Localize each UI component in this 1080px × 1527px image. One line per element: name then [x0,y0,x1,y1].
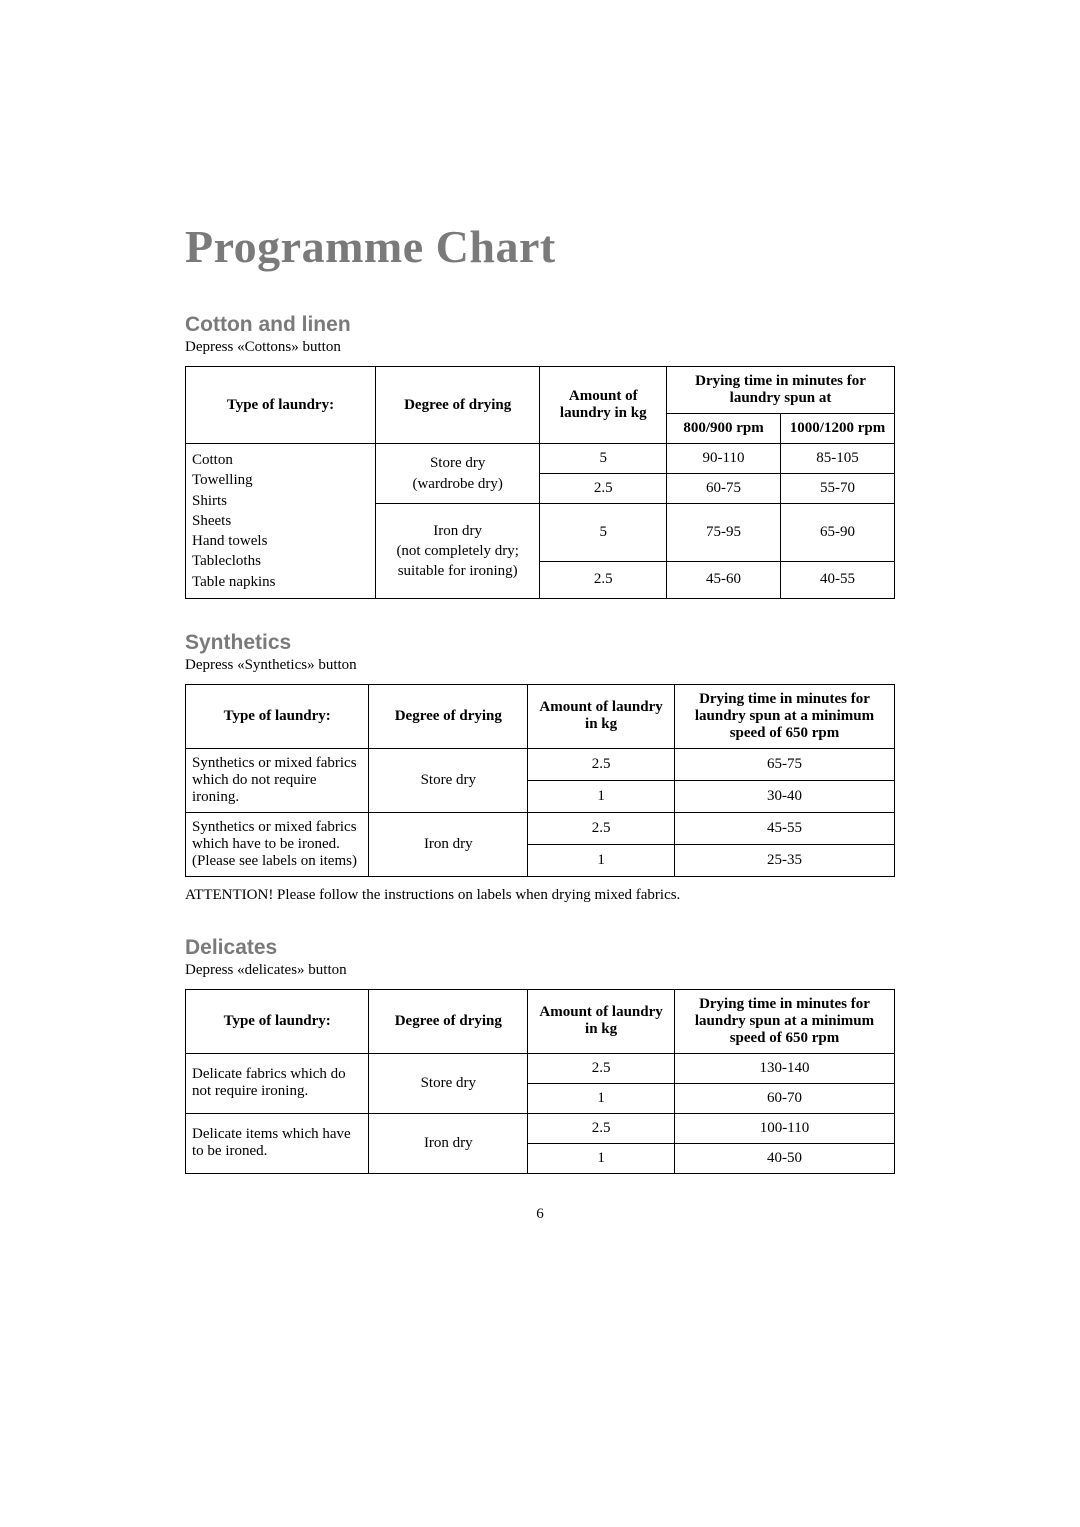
th-rpm1: 800/900 rpm [667,414,781,444]
th-degree: Degree of drying [369,989,528,1053]
th-amount: Amount of laundry in kg [528,684,675,748]
cell-rpm2: 40-55 [781,561,895,598]
document-page: Programme Chart Cotton and linen Depress… [0,0,1080,1283]
cell-time: 25-35 [674,844,894,876]
cell-rpm2: 65-90 [781,504,895,562]
cell-amount: 1 [528,1143,675,1173]
synthetics-heading: Synthetics [185,631,895,655]
cell-time: 130-140 [674,1053,894,1083]
cell-rpm1: 45-60 [667,561,781,598]
synthetics-attention: ATTENTION! Please follow the instruction… [185,887,895,904]
cell-amount: 1 [528,844,675,876]
th-type: Type of laundry: [186,367,376,444]
del-degree-1: Iron dry [369,1113,528,1173]
cell-time: 100-110 [674,1113,894,1143]
synth-laundry-0: Synthetics or mixed fabrics which do not… [186,748,369,812]
th-amount: Amount of laundry in kg [540,367,667,444]
th-degree: Degree of drying [369,684,528,748]
table-row: Cotton Towelling Shirts Sheets Hand towe… [186,444,895,474]
th-time-group: Drying time in minutes for laundry spun … [667,367,895,414]
cell-amount: 2.5 [528,1113,675,1143]
delicates-subtitle: Depress «delicates» button [185,962,895,979]
cell-rpm2: 55-70 [781,474,895,504]
cell-time: 65-75 [674,748,894,780]
table-row: Delicate fabrics which do not require ir… [186,1053,895,1083]
th-amount: Amount of laundry in kg [528,989,675,1053]
synthetics-subtitle: Depress «Synthetics» button [185,657,895,674]
cell-amount: 2.5 [540,561,667,598]
synthetics-table: Type of laundry: Degree of drying Amount… [185,684,895,877]
cell-amount: 1 [528,780,675,812]
synth-degree-1: Iron dry [369,812,528,876]
cell-time: 60-70 [674,1083,894,1113]
del-degree-0: Store dry [369,1053,528,1113]
del-laundry-1: Delicate items which have to be ironed. [186,1113,369,1173]
cotton-heading: Cotton and linen [185,313,895,337]
th-type: Type of laundry: [186,684,369,748]
delicates-table: Type of laundry: Degree of drying Amount… [185,989,895,1174]
th-time: Drying time in minutes for laundry spun … [674,989,894,1053]
cotton-laundry-list: Cotton Towelling Shirts Sheets Hand towe… [186,444,376,599]
delicates-heading: Delicates [185,936,895,960]
th-type: Type of laundry: [186,989,369,1053]
th-time: Drying time in minutes for laundry spun … [674,684,894,748]
cell-time: 30-40 [674,780,894,812]
cell-rpm2: 85-105 [781,444,895,474]
cotton-degree-store: Store dry (wardrobe dry) [375,444,540,504]
cell-amount: 5 [540,444,667,474]
page-title: Programme Chart [185,220,895,273]
th-degree: Degree of drying [375,367,540,444]
del-laundry-0: Delicate fabrics which do not require ir… [186,1053,369,1113]
synth-degree-0: Store dry [369,748,528,812]
table-row: Synthetics or mixed fabrics which have t… [186,812,895,844]
table-row: Synthetics or mixed fabrics which do not… [186,748,895,780]
cell-rpm1: 60-75 [667,474,781,504]
cell-amount: 2.5 [528,748,675,780]
th-rpm2: 1000/1200 rpm [781,414,895,444]
page-number: 6 [185,1206,895,1223]
cotton-section: Cotton and linen Depress «Cottons» butto… [185,313,895,599]
cell-rpm1: 90-110 [667,444,781,474]
cell-amount: 5 [540,504,667,562]
synth-laundry-1: Synthetics or mixed fabrics which have t… [186,812,369,876]
cotton-degree-iron: Iron dry (not completely dry; suitable f… [375,504,540,599]
table-row: Delicate items which have to be ironed. … [186,1113,895,1143]
cotton-subtitle: Depress «Cottons» button [185,339,895,356]
delicates-section: Delicates Depress «delicates» button Typ… [185,936,895,1174]
cell-amount: 2.5 [540,474,667,504]
cell-rpm1: 75-95 [667,504,781,562]
cell-amount: 2.5 [528,812,675,844]
cell-time: 40-50 [674,1143,894,1173]
cotton-table: Type of laundry: Degree of drying Amount… [185,366,895,599]
cell-time: 45-55 [674,812,894,844]
synthetics-section: Synthetics Depress «Synthetics» button T… [185,631,895,904]
cell-amount: 1 [528,1083,675,1113]
cell-amount: 2.5 [528,1053,675,1083]
